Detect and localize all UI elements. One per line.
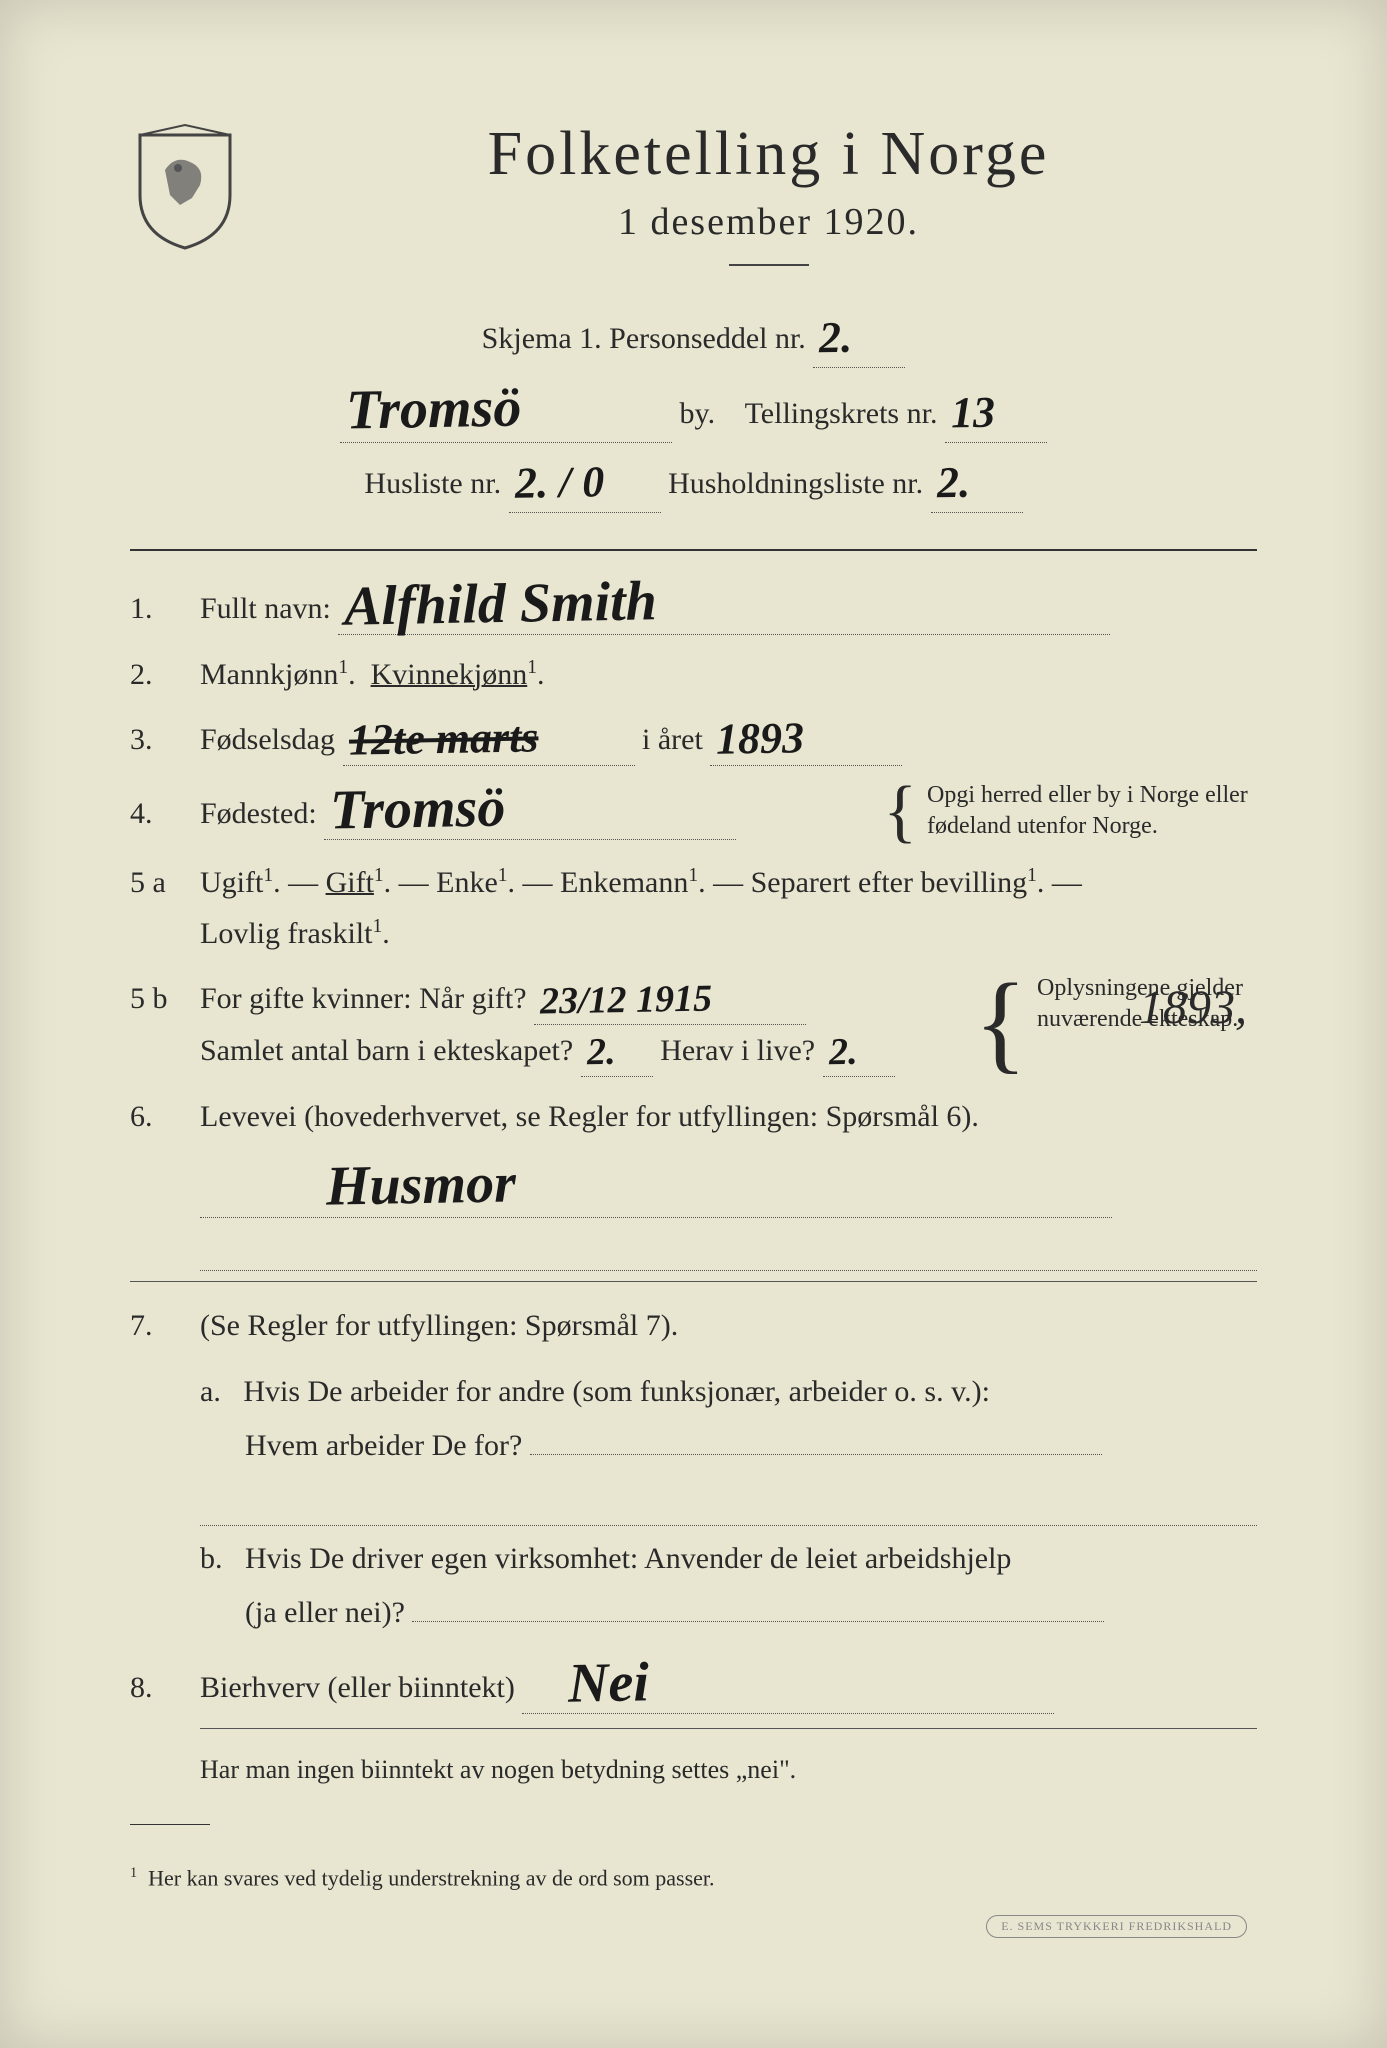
q5b-alive: 2.	[828, 1035, 857, 1070]
q5b-label3: Herav i live?	[660, 1034, 815, 1067]
q4-note: Opgi herred eller by i Norge eller fødel…	[927, 780, 1257, 842]
q4-num: 4.	[130, 788, 200, 839]
q6-blank-line	[200, 1224, 1257, 1271]
q6-label: Levevei (hovederhvervet, se Regler for u…	[200, 1100, 979, 1133]
q5b-num: 5 b	[130, 973, 200, 1024]
q7-intro: (Se Regler for utfyllingen: Spørsmål 7).	[200, 1309, 678, 1342]
q3-day: 12te marts	[348, 718, 538, 761]
q6-value-row: Husmor	[200, 1156, 1257, 1218]
q5b-row: 5 b For gifte kvinner: Når gift? 23/12 1…	[130, 973, 1257, 1077]
q5a-gift: Gift	[326, 866, 374, 899]
q5b-label1: For gifte kvinner: Når gift?	[200, 982, 527, 1015]
q7a-row: a. Hvis De arbeider for andre (som funks…	[200, 1365, 1257, 1473]
q2-num: 2.	[130, 649, 200, 700]
q6-value: Husmor	[326, 1159, 517, 1213]
q5b-total: 2.	[586, 1035, 615, 1070]
q5a-separert: Separert efter bevilling	[751, 866, 1028, 899]
footnote-text: Her kan svares ved tydelig understreknin…	[148, 1865, 714, 1890]
q3-mid: i året	[642, 723, 703, 756]
q6-row: 6. Levevei (hovederhvervet, se Regler fo…	[130, 1091, 1257, 1142]
q8-num: 8.	[130, 1662, 200, 1713]
q7a-text2: Hvem arbeider De for?	[245, 1429, 522, 1462]
q3-row: 3. Fødselsdag 12te marts i året 1893	[130, 714, 1257, 766]
q1-label: Fullt navn:	[200, 592, 331, 625]
q1-value: Alfhild Smith	[344, 576, 658, 632]
coat-of-arms-icon	[130, 120, 240, 250]
section-rule-1	[130, 549, 1257, 551]
q4-label: Fødested:	[200, 797, 317, 830]
census-form-page: Folketelling i Norge 1 desember 1920. Sk…	[0, 0, 1387, 2048]
q2-mann: Mannkjønn	[200, 658, 338, 691]
q5a-enkemann: Enkemann	[560, 866, 688, 899]
brace-icon-2: {	[974, 973, 1027, 1072]
q2-kvinne: Kvinnekjønn	[371, 658, 528, 691]
q8-row: 8. Bierhverv (eller biinntekt) Nei	[130, 1654, 1257, 1714]
title-block: Folketelling i Norge 1 desember 1920.	[280, 120, 1257, 296]
husholdningsliste-nr: 2.	[936, 463, 970, 503]
meta-block: Skjema 1. Personseddel nr. 2. Tromsö by.…	[130, 304, 1257, 519]
q4-value: Tromsö	[330, 783, 506, 836]
thin-rule-2	[200, 1728, 1257, 1729]
q8-label: Bierhverv (eller biinntekt)	[200, 1671, 515, 1704]
q3-label: Fødselsdag	[200, 723, 335, 756]
tellingskrets-nr: 13	[951, 393, 996, 433]
q5a-ugift: Ugift	[200, 866, 263, 899]
by-value: Tromsö	[346, 383, 522, 436]
q7b-text1: Hvis De driver egen virksomhet: Anvender…	[245, 1542, 1011, 1575]
header-row: Folketelling i Norge 1 desember 1920.	[130, 120, 1257, 296]
q6-num: 6.	[130, 1091, 200, 1142]
skjema-label: Skjema 1. Personseddel nr.	[482, 322, 806, 355]
q7a-label: a.	[200, 1375, 221, 1408]
husholdningsliste-label: Husholdningsliste nr.	[668, 467, 923, 500]
sup-1a: 1	[338, 657, 348, 678]
by-label: by.	[680, 397, 716, 430]
thin-rule-1	[130, 1281, 1257, 1282]
q2-row: 2. Mannkjønn1. Kvinnekjønn1.	[130, 649, 1257, 700]
q5a-fraskilt: Lovlig fraskilt	[200, 917, 372, 950]
q5b-label2: Samlet antal barn i ekteskapet?	[200, 1034, 573, 1067]
q7-num: 7.	[130, 1300, 200, 1351]
q5a-row: 5 a Ugift1. — Gift1. — Enke1. — Enkemann…	[130, 857, 1257, 959]
q5b-when: 23/12 1915	[540, 982, 713, 1019]
q5a-enke: Enke	[436, 866, 498, 899]
subtitle: 1 desember 1920.	[280, 200, 1257, 244]
q7a-blank-line	[200, 1479, 1257, 1526]
q3-year: 1893	[716, 718, 805, 759]
husliste-nr: 2. / 0	[514, 462, 604, 503]
q7a-text1: Hvis De arbeider for andre (som funksjon…	[243, 1375, 990, 1408]
q1-row: 1. Fullt navn: Alfhild Smith	[130, 575, 1257, 635]
title-rule	[729, 264, 809, 266]
sup-1b: 1	[527, 657, 537, 678]
footnote-rule	[130, 1824, 210, 1825]
q7b-text2: (ja eller nei)?	[245, 1596, 405, 1629]
q7b-label: b.	[200, 1542, 223, 1575]
husliste-label: Husliste nr.	[364, 467, 501, 500]
brace-icon-1: {	[883, 780, 917, 843]
note-bottom: Har man ingen biinntekt av nogen betydni…	[200, 1747, 1257, 1794]
q3-num: 3.	[130, 714, 200, 765]
margin-note-1893: 1893,	[1139, 980, 1247, 1035]
footnote-mark: 1	[130, 1865, 137, 1881]
main-title: Folketelling i Norge	[280, 120, 1257, 188]
q1-num: 1.	[130, 583, 200, 634]
q7b-row: b. Hvis De driver egen virksomhet: Anven…	[200, 1532, 1257, 1640]
footnote-row: 1 Her kan svares ved tydelig understrekn…	[130, 1865, 1257, 1891]
q8-value: Nei	[568, 1657, 650, 1709]
q4-row: 4. Fødested: Tromsö { Opgi herred eller …	[130, 780, 1257, 843]
tellingskrets-label: Tellingskrets nr.	[745, 397, 938, 430]
q5a-num: 5 a	[130, 857, 200, 908]
q7-row: 7. (Se Regler for utfyllingen: Spørsmål …	[130, 1300, 1257, 1351]
personseddel-nr: 2.	[819, 318, 853, 358]
printer-stamp: E. SEMS TRYKKERI FREDRIKSHALD	[986, 1915, 1247, 1938]
